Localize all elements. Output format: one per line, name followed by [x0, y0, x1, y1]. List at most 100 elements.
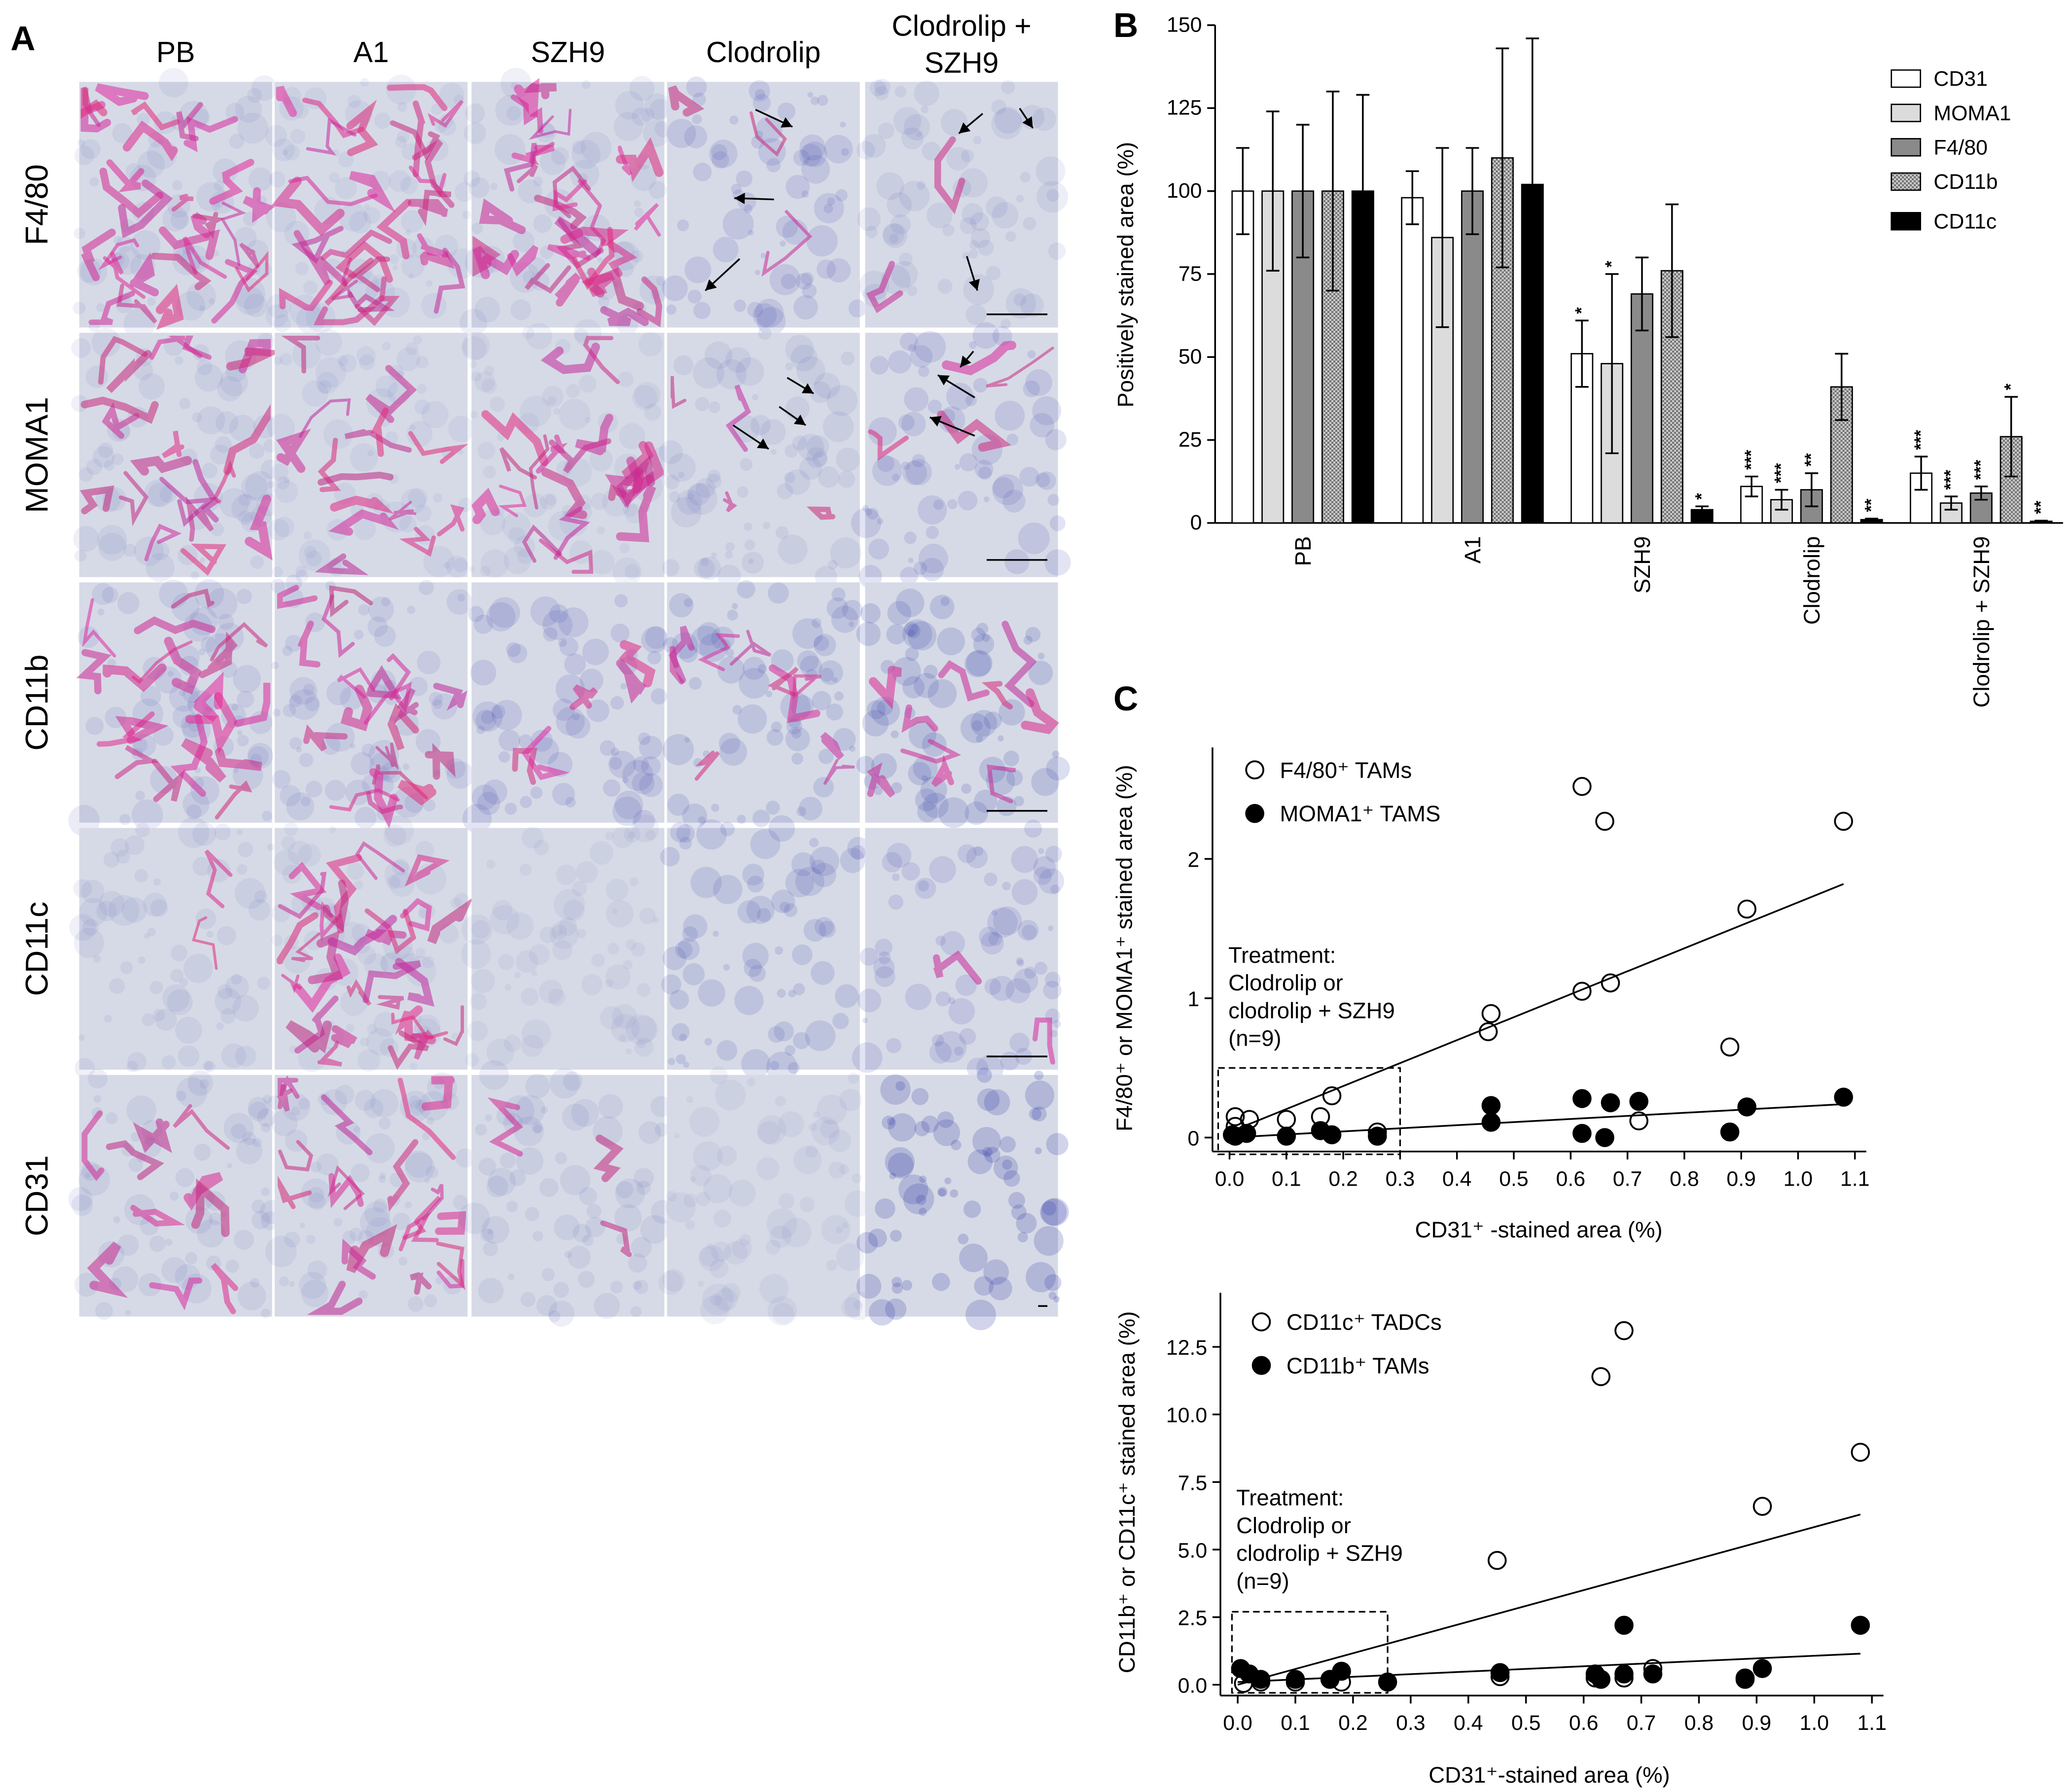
tissue-texture — [951, 1139, 962, 1151]
tissue-texture — [72, 301, 86, 315]
stain — [192, 459, 219, 523]
tissue-texture — [868, 417, 897, 446]
tissue-texture — [605, 831, 614, 841]
tissue-texture — [69, 914, 96, 941]
tissue-texture — [126, 1095, 156, 1125]
tissue-texture — [817, 1094, 847, 1124]
tissue-texture — [250, 1278, 260, 1288]
tissue-texture — [940, 597, 950, 606]
tissue-texture — [88, 1068, 108, 1089]
tissue-texture — [579, 1187, 597, 1205]
tissue-texture — [491, 704, 505, 719]
micrograph — [865, 1075, 1058, 1317]
tissue-texture — [840, 848, 865, 873]
tissue-texture — [812, 452, 828, 467]
stain — [388, 1030, 429, 1070]
tissue-texture — [683, 914, 708, 939]
tissue-texture — [735, 357, 764, 386]
tissue-texture — [339, 203, 368, 232]
point — [1322, 1086, 1342, 1106]
point — [1367, 1126, 1387, 1146]
tissue-texture — [700, 558, 709, 566]
point — [1595, 811, 1614, 831]
tissue-texture — [737, 900, 761, 924]
tissue-texture — [723, 964, 730, 971]
tissue-texture — [73, 879, 92, 898]
tissue-texture — [1036, 181, 1069, 213]
tissue-texture — [993, 906, 1022, 936]
tissue-texture — [1045, 429, 1067, 451]
tissue-texture — [1000, 318, 1011, 329]
tissue-texture — [650, 688, 667, 705]
tissue-texture — [1034, 1070, 1044, 1080]
stain — [76, 649, 112, 695]
tissue-texture — [882, 852, 902, 873]
tissue-texture — [401, 254, 425, 278]
bar — [1291, 190, 1315, 524]
tissue-texture — [295, 569, 309, 583]
tissue-texture — [684, 256, 712, 283]
tissue-texture — [880, 1074, 911, 1105]
tissue-texture — [857, 988, 882, 1013]
stain — [585, 267, 615, 297]
tissue-texture — [832, 677, 838, 683]
tissue-texture — [203, 1061, 213, 1071]
tissue-texture — [1035, 472, 1050, 488]
stain — [362, 960, 422, 1003]
stain — [433, 247, 465, 314]
tissue-texture — [349, 1228, 363, 1241]
tissue-texture — [234, 227, 257, 249]
tissue-texture — [902, 460, 928, 485]
tissue-texture — [375, 375, 398, 398]
tissue-texture — [636, 1040, 646, 1049]
stain — [132, 640, 193, 684]
tissue-texture — [752, 303, 777, 327]
tissue-texture — [507, 643, 528, 664]
stain — [722, 491, 738, 513]
tissue-texture — [209, 298, 215, 305]
tissue-texture — [732, 415, 760, 443]
tissue-texture — [552, 940, 572, 960]
tissue-texture — [826, 385, 858, 416]
tissue-texture — [171, 945, 188, 962]
stain — [99, 168, 164, 219]
tissue-texture — [876, 172, 904, 200]
stain — [286, 1020, 332, 1054]
tissue-texture — [885, 1298, 907, 1320]
tissue-texture — [741, 1049, 771, 1079]
tissue-texture — [838, 470, 856, 488]
arrow-head — [1022, 116, 1033, 128]
tissue-texture — [763, 522, 771, 529]
tissue-texture — [197, 1219, 225, 1248]
tissue-texture — [606, 878, 629, 902]
tissue-texture — [633, 809, 655, 832]
tissue-texture — [717, 564, 741, 588]
tissue-texture — [512, 230, 535, 252]
tissue-texture — [186, 804, 202, 820]
tissue-texture — [615, 91, 644, 120]
tissue-texture — [462, 211, 471, 219]
tissue-texture — [159, 68, 188, 98]
tissue-texture — [422, 1132, 430, 1140]
tissue-texture — [759, 1274, 789, 1303]
tissue-texture — [74, 1272, 99, 1297]
tissue-texture — [961, 149, 974, 163]
tissue-texture — [179, 689, 186, 697]
tissue-texture — [877, 455, 894, 472]
tissue-texture — [853, 1300, 863, 1310]
tissue-texture — [963, 1200, 981, 1218]
stain — [389, 500, 417, 521]
tissue-texture — [813, 633, 836, 657]
tissue-texture — [746, 896, 775, 924]
tissue-texture — [93, 1095, 102, 1103]
tissue-texture — [796, 807, 807, 816]
tissue-texture — [1046, 1133, 1069, 1156]
tissue-texture — [899, 252, 913, 266]
tissue-texture — [803, 918, 826, 942]
stain — [106, 159, 144, 192]
tissue-texture — [247, 88, 262, 103]
y-tick-label: 25 — [1178, 428, 1202, 452]
point — [1285, 1670, 1305, 1689]
tissue-texture — [687, 483, 710, 506]
tissue-texture — [806, 447, 827, 468]
